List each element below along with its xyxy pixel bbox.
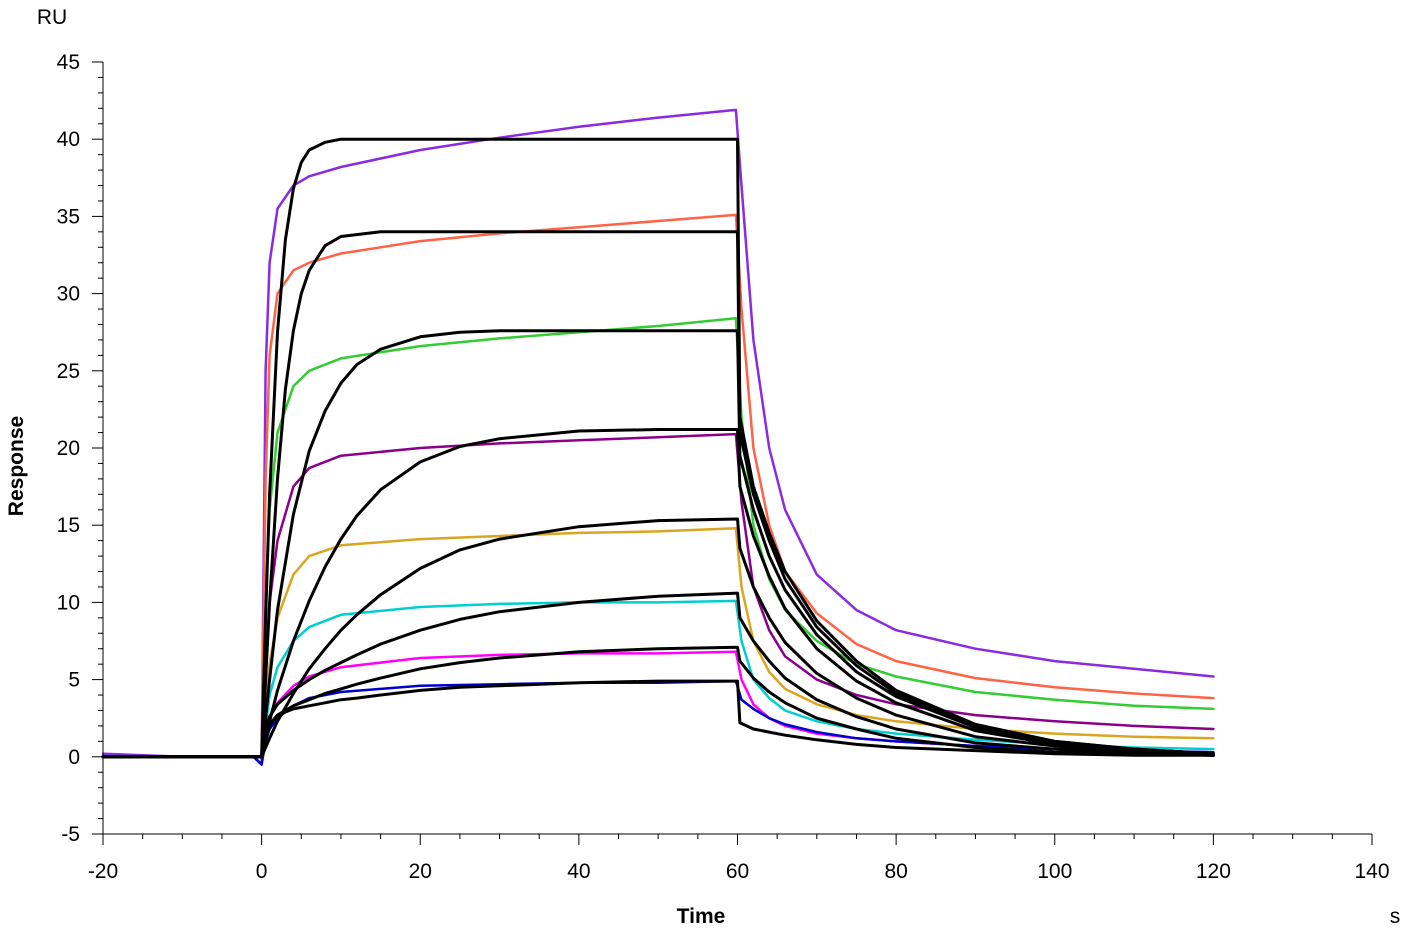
series-line-11	[101, 329, 1215, 759]
y-tick-label: 15	[57, 514, 80, 537]
x-tick-label: 120	[1196, 860, 1231, 883]
series-line-14	[101, 591, 1215, 759]
y-tick-label: 25	[57, 360, 80, 383]
x-axis-title: Time	[677, 905, 726, 928]
y-tick-label: -5	[61, 823, 80, 846]
y-tick-label: 30	[57, 283, 80, 306]
series-line-10	[101, 230, 1215, 759]
y-tick-label: 10	[57, 591, 80, 614]
y-unit-label: RU	[37, 6, 67, 29]
y-tick-label: 45	[57, 51, 80, 74]
series-line-16	[101, 679, 1215, 759]
x-unit-label: s	[1390, 905, 1401, 928]
y-tick-label: 20	[57, 437, 80, 460]
x-tick-label: 40	[567, 860, 590, 883]
x-tick-label: 0	[256, 860, 268, 883]
y-axis-title: Response	[5, 416, 28, 516]
x-tick-label: 60	[726, 860, 749, 883]
x-tick-label: 20	[409, 860, 432, 883]
series-line-9	[101, 137, 1215, 759]
x-tick-label: 140	[1354, 860, 1389, 883]
series-lines	[101, 108, 1215, 766]
x-tick-label: 100	[1037, 860, 1072, 883]
axes: -5 0 5 10 15 20 25 30 35 40 45 -20 0 20 40 60 80 100 120 14…	[57, 51, 1390, 883]
series-line-13	[101, 517, 1215, 759]
y-tick-label: 5	[68, 669, 80, 692]
y-tick-label: 40	[57, 128, 80, 151]
y-tick-label: 35	[57, 205, 80, 228]
x-tick-label: 80	[884, 860, 907, 883]
series-line-1	[101, 108, 1215, 766]
series-line-2	[101, 213, 1215, 766]
x-tick-label: -20	[88, 860, 118, 883]
y-tick-label: 0	[68, 746, 80, 769]
